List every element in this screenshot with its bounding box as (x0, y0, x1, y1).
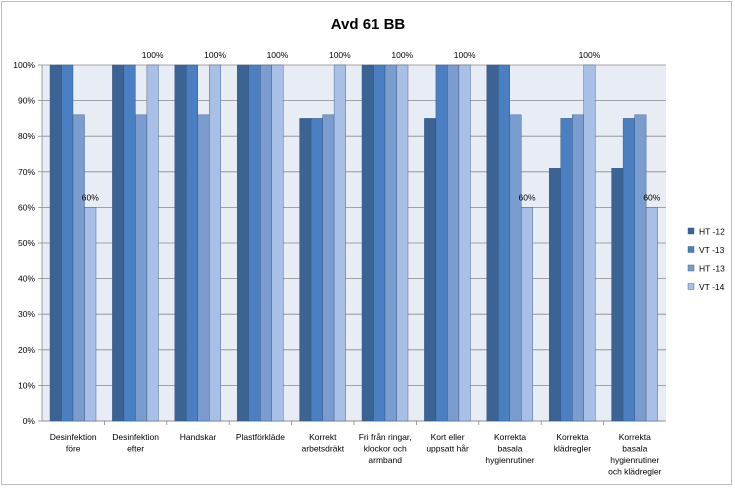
category-label: Handskar (180, 432, 217, 442)
category-label: efter (127, 444, 144, 454)
legend-entry: VT -14 (699, 282, 725, 292)
category-label: klockor och (364, 444, 407, 454)
category-label: arbetsdräkt (302, 444, 345, 454)
category-label: Desinfektion (112, 432, 159, 442)
bar (72, 114, 85, 422)
bar (146, 64, 159, 422)
bar (435, 64, 448, 422)
category-label: och klädregler (608, 467, 662, 477)
data-label: 100% (391, 50, 413, 60)
bar (186, 64, 199, 422)
bar (333, 64, 346, 422)
category-label: före (66, 444, 81, 454)
bar (583, 64, 596, 422)
bar (622, 118, 635, 422)
bar (549, 168, 561, 422)
legend-swatch (687, 264, 695, 272)
y-tick-label: 40% (18, 274, 35, 284)
y-tick-label: 50% (18, 238, 35, 248)
data-label: 100% (329, 50, 351, 60)
bar (174, 64, 187, 422)
bar (49, 64, 62, 422)
legend-entry: HT -13 (699, 264, 725, 274)
bar (322, 114, 335, 422)
category-label: basala (622, 444, 647, 454)
bar (236, 64, 249, 422)
data-label: 100% (579, 50, 601, 60)
data-label: 100% (267, 50, 289, 60)
bar (361, 64, 374, 422)
bar (486, 64, 499, 422)
plot-area: 0% 10% 20% 30% 40% 50% 60% 70% 80% 90% 100% Desinfe… (13, 50, 666, 477)
y-tick-label: 60% (18, 202, 35, 212)
y-tick-label: 100% (13, 60, 35, 70)
category-label: Desinfektion (50, 432, 97, 442)
y-tick-label: 90% (18, 96, 35, 106)
data-label: 60% (519, 192, 536, 202)
data-label: 60% (643, 192, 660, 202)
data-label: 100% (142, 50, 164, 60)
y-tick-label: 0% (23, 416, 36, 426)
bar (373, 64, 386, 422)
bar (112, 64, 125, 422)
legend-swatch (687, 283, 695, 290)
y-tick-label: 10% (18, 380, 35, 390)
bar (447, 64, 460, 422)
bar (458, 64, 471, 422)
category-label: armband (368, 455, 402, 465)
legend-swatch (687, 246, 695, 253)
category-label: hygienrutiner (485, 455, 534, 465)
y-tick-label: 80% (18, 131, 35, 141)
category-label: Korrekta (556, 432, 588, 442)
bar (209, 64, 222, 422)
bar (61, 64, 74, 422)
category-label: Fri från ringar, (359, 432, 412, 442)
y-tick-label: 30% (18, 309, 35, 319)
bar (310, 118, 323, 422)
bar (560, 118, 573, 422)
bar (396, 64, 409, 422)
legend-entry: VT -13 (699, 245, 725, 255)
bar (135, 114, 148, 422)
bar (84, 207, 97, 422)
bar (498, 64, 510, 422)
bar (260, 64, 272, 422)
chart-title: Avd 61 BB (331, 16, 406, 33)
category-label: basala (497, 444, 522, 454)
bar (424, 118, 437, 422)
category-label: Kort eller (431, 432, 465, 442)
category-label: hygienrutiner (610, 455, 659, 465)
bar (248, 64, 261, 422)
category-label: Plastförkläde (236, 432, 285, 442)
bar (521, 207, 533, 422)
category-label: klädregler (554, 444, 591, 454)
bar (299, 118, 312, 422)
bar (572, 114, 584, 422)
category-label: Korrekta (619, 432, 651, 442)
bar (197, 114, 210, 422)
bar (384, 64, 397, 422)
bar (645, 207, 658, 422)
y-tick-label: 70% (18, 167, 35, 177)
data-label: 60% (82, 192, 99, 202)
bar (509, 114, 522, 422)
data-label: 100% (204, 50, 226, 60)
category-label: Korrekta (494, 432, 526, 442)
y-tick-label: 20% (18, 345, 35, 355)
bar (271, 64, 284, 422)
legend-swatch (687, 227, 695, 235)
bar (634, 114, 647, 422)
bar (123, 64, 136, 422)
legend-entry: HT -12 (699, 227, 725, 237)
legend: HT -12 VT -13 HT -13 VT -14 (687, 227, 725, 292)
category-label: Korrekt (309, 432, 337, 442)
data-label: 100% (454, 50, 476, 60)
bar (611, 168, 624, 422)
category-label: uppsatt hår (426, 444, 469, 454)
